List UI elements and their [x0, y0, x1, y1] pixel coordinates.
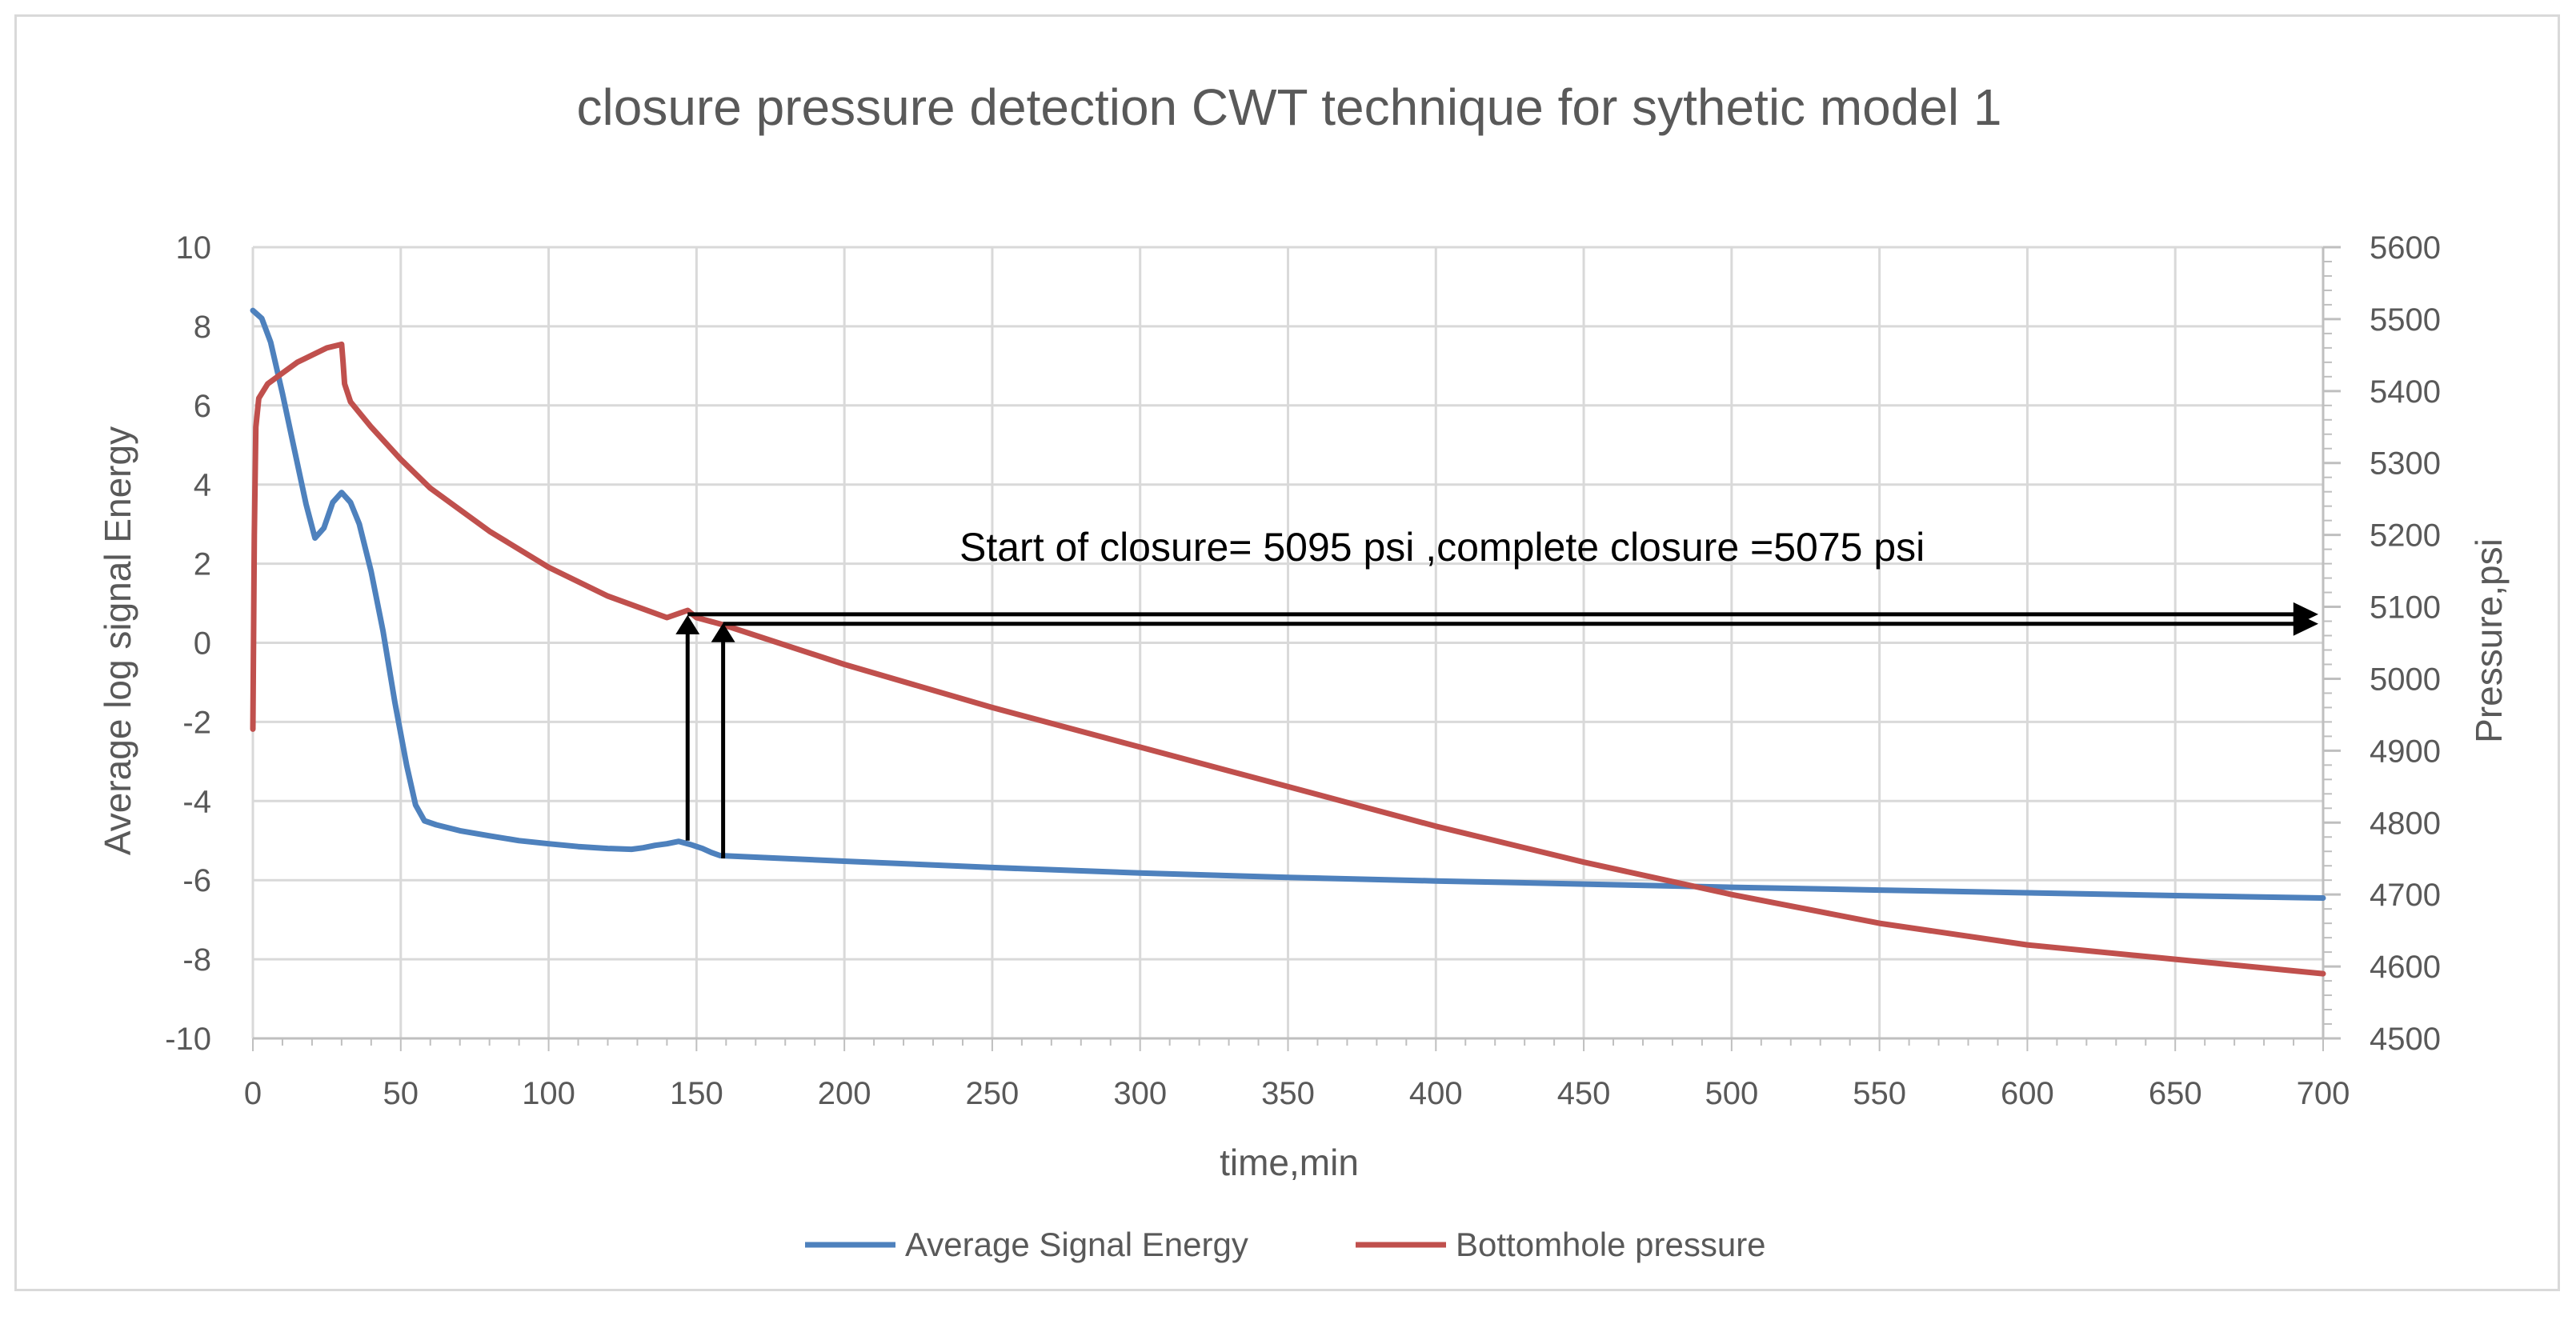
x-tick-label-400: 400	[1409, 1076, 1463, 1111]
y2-tick-label-5000: 5000	[2370, 662, 2441, 697]
vertical-arrow-head-0	[675, 614, 700, 634]
x-tick-label-200: 200	[818, 1076, 871, 1111]
y-tick-label-8: 8	[194, 310, 211, 345]
closure-annotation: Start of closure= 5095 psi ,complete clo…	[959, 525, 1925, 570]
grid	[251, 246, 2325, 1040]
y-tick-label--6: -6	[182, 863, 211, 898]
horizontal-arrow-head-3	[2293, 611, 2318, 636]
y-tick-label--4: -4	[182, 784, 211, 819]
chart-title: closure pressure detection CWT technique…	[577, 78, 2002, 136]
y-tick-label-0: 0	[194, 626, 211, 662]
x-tick-label-100: 100	[522, 1076, 575, 1111]
legend-label-bottomhole-pressure: Bottomhole pressure	[1456, 1226, 1766, 1263]
y2-tick-label-4900: 4900	[2370, 734, 2441, 769]
axes	[252, 246, 2341, 1051]
vertical-arrow-head-1	[711, 622, 735, 642]
chart-svg: 0 50 100 150 200 250 300 350 400 450 500 550 600 650 7…	[97, 78, 2510, 1263]
x-tick-label-300: 300	[1113, 1076, 1167, 1111]
y2-tick-label-4800: 4800	[2370, 806, 2441, 841]
y2-tick-label-5400: 5400	[2370, 374, 2441, 410]
y-tick-label--10: -10	[165, 1022, 211, 1057]
y2-tick-label-5500: 5500	[2370, 302, 2441, 338]
legend-label-signal-energy: Average Signal Energy	[905, 1226, 1248, 1263]
x-tick-label-150: 150	[670, 1076, 723, 1111]
legend: Average Signal Energy Bottomhole pressur…	[805, 1226, 1766, 1263]
series-lines	[250, 307, 2326, 977]
y-tick-label--2: -2	[182, 705, 211, 740]
y-tick-label-6: 6	[194, 389, 211, 424]
x-tick-label-50: 50	[383, 1076, 419, 1111]
x-tick-label-650: 650	[2149, 1076, 2202, 1111]
x-tick-label-0: 0	[244, 1076, 262, 1111]
y2-axis-label: Pressure,psi	[2468, 538, 2510, 743]
x-tick-label-600: 600	[2001, 1076, 2054, 1111]
closure-arrows	[675, 602, 2318, 859]
x-tick-label-500: 500	[1705, 1076, 1758, 1111]
x-tick-label-250: 250	[966, 1076, 1020, 1111]
series-line-signal-energy	[250, 307, 2326, 901]
x-axis-label: time,min	[1220, 1142, 1359, 1183]
chart-frame: 0 50 100 150 200 250 300 350 400 450 500 550 600 650 7…	[14, 14, 2560, 1291]
y2-tick-label-4600: 4600	[2370, 950, 2441, 985]
x-tick-label-550: 550	[1853, 1076, 1906, 1111]
y-tick-label-4: 4	[194, 468, 211, 503]
y-tick-label-2: 2	[194, 547, 211, 582]
y2-tick-label-5200: 5200	[2370, 518, 2441, 554]
series-line-bottomhole-pressure	[250, 341, 2326, 977]
x-tick-label-350: 350	[1261, 1076, 1315, 1111]
y2-tick-label-5300: 5300	[2370, 446, 2441, 482]
y2-tick-label-4500: 4500	[2370, 1022, 2441, 1057]
x-tick-label-450: 450	[1557, 1076, 1611, 1111]
y2-tick-label-4700: 4700	[2370, 878, 2441, 913]
y-tick-label--8: -8	[182, 942, 211, 978]
y-tick-label-10: 10	[176, 230, 212, 266]
tick-labels: 0 50 100 150 200 250 300 350 400 450 500 550 600 650 7…	[165, 230, 2441, 1111]
y2-tick-label-5100: 5100	[2370, 590, 2441, 626]
y-axis-label: Average log signal Energy	[97, 426, 138, 855]
y2-tick-label-5600: 5600	[2370, 230, 2441, 266]
x-tick-label-700: 700	[2297, 1076, 2350, 1111]
